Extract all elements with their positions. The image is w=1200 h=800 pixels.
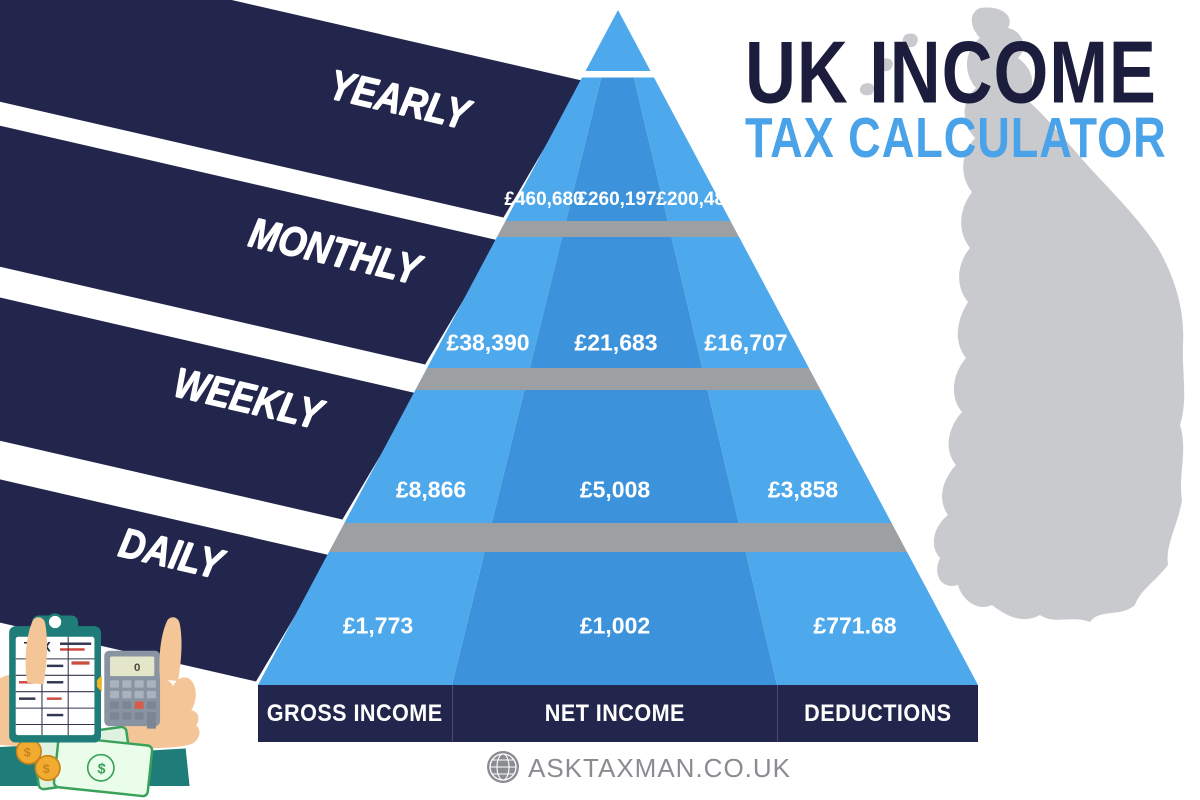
svg-text:$: $: [24, 745, 31, 759]
svg-text:$: $: [43, 762, 50, 776]
svg-text:0: 0: [134, 662, 140, 674]
svg-text:$: $: [97, 761, 107, 778]
